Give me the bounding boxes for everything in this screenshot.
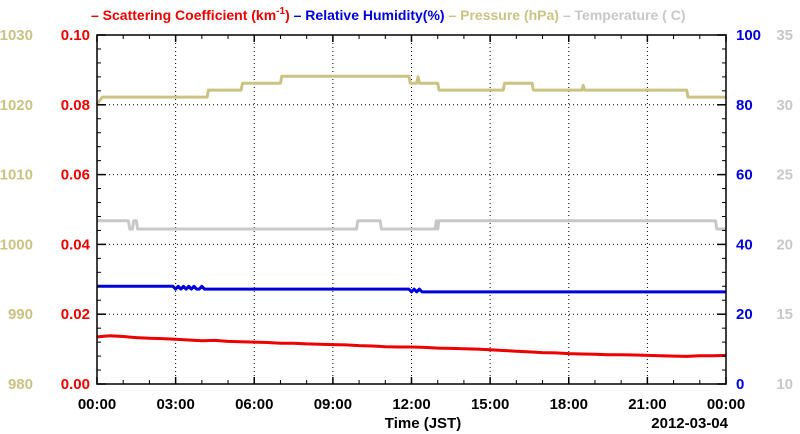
temperature-tick-label: 30	[776, 97, 793, 114]
x-axis-label: Time (JST)	[385, 415, 461, 432]
x-tick-label: 18:00	[550, 396, 588, 413]
humidity-tick-label: 20	[736, 306, 753, 323]
humidity-tick-label: 0	[736, 376, 744, 393]
scattering-tick-label: 0.00	[61, 376, 90, 393]
humidity-line	[97, 284, 726, 294]
pressure-tick-label: 980	[8, 376, 33, 393]
humidity-tick-label: 40	[736, 236, 753, 253]
legend-suffix: C)	[667, 7, 686, 23]
scattering-tick-label: 0.08	[61, 97, 90, 114]
humidity-tick-label: 100	[736, 27, 761, 44]
legend: – Scattering Coefficient (km-1) – Relati…	[91, 6, 686, 23]
x-tick-label: 00:00	[707, 396, 745, 413]
grid	[97, 35, 726, 384]
scattering-tick-label: 0.06	[61, 167, 90, 184]
date-label: 2012-03-04	[651, 415, 728, 432]
legend-sup: -1	[276, 6, 285, 17]
axes-layer: 00:00 03:00 06:00 09:00 12:00 15:00 18:00 21:00…	[0, 27, 793, 413]
series-layer	[95, 74, 727, 358]
humidity-tick-label: 80	[736, 97, 753, 114]
temperature-tick-label: 25	[776, 167, 793, 184]
temperature-tick-label: 15	[776, 306, 793, 323]
pressure-tick-label: 990	[8, 306, 33, 323]
scattering-tick-label: 0.10	[61, 27, 90, 44]
humidity-tick-label: 60	[736, 167, 753, 184]
x-tick-label: 06:00	[235, 396, 273, 413]
series-scattering	[96, 334, 727, 358]
scattering-line	[96, 334, 727, 358]
pressure-line	[95, 74, 726, 105]
legend-item-scattering: – Scattering Coefficient (km	[91, 7, 276, 23]
x-tick-label: 00:00	[78, 396, 116, 413]
series-pressure	[95, 74, 726, 105]
pressure-tick-label: 1030	[0, 27, 33, 44]
pressure-tick-label: 1000	[0, 236, 33, 253]
legend-suffix: )	[285, 7, 290, 23]
pressure-tick-label: 1010	[0, 167, 33, 184]
x-tick-label: 12:00	[392, 396, 430, 413]
legend-text: – Scattering Coefficient (km-1) – Relati…	[91, 6, 686, 23]
legend-item-humidity: – Relative Humidity(%)	[290, 7, 445, 23]
x-tick-label: 03:00	[156, 396, 194, 413]
temperature-tick-label: 20	[776, 236, 793, 253]
series-humidity	[97, 284, 726, 294]
temperature-line	[97, 219, 726, 231]
scattering-tick-label: 0.02	[61, 306, 90, 323]
scattering-tick-label: 0.04	[61, 236, 91, 253]
legend-item-temperature: – Temperature (	[559, 7, 667, 23]
x-tick-label: 15:00	[471, 396, 509, 413]
temperature-tick-label: 35	[776, 27, 793, 44]
series-temperature	[97, 219, 726, 231]
legend-item-pressure: – Pressure (hPa)	[445, 7, 559, 23]
x-tick-label: 21:00	[628, 396, 666, 413]
pressure-tick-label: 1020	[0, 97, 33, 114]
temperature-tick-label: 10	[776, 376, 793, 393]
x-tick-label: 09:00	[314, 396, 352, 413]
